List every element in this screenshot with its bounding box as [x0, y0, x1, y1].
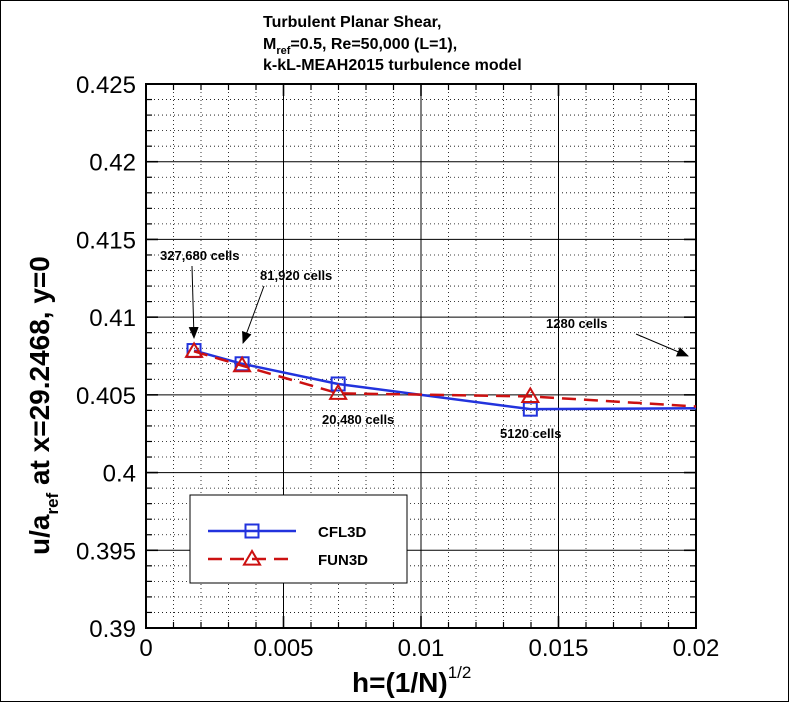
y-tick-label: 0.39 [89, 616, 136, 643]
data-point-cfl3d [330, 376, 346, 392]
annotation-arrow [635, 333, 689, 357]
annotations: 327,680 cells 81,920 cells 20,480 cells 512… [160, 248, 689, 441]
y-tick-label: 0.41 [89, 305, 136, 332]
title-line-1: Turbulent Planar Shear, [263, 14, 441, 31]
legend: CFL3D FUN3D [189, 494, 408, 584]
legend-label-cfl3d: CFL3D [318, 524, 367, 541]
annotation-label: 20,480 cells [322, 412, 394, 427]
annotation-label: 1280 cells [546, 316, 607, 331]
data-point-fun3d [232, 355, 252, 373]
data-point-fun3d [328, 383, 348, 400]
title-mach-symbol: M [263, 36, 276, 53]
chart-title: Turbulent Planar Shear, Mref=0.5, Re=50,… [263, 14, 522, 74]
title-line-3: k-kL-MEAH2015 turbulence model [263, 57, 522, 74]
y-axis-label: u/aref at x=29.2468, y=0 [24, 256, 62, 555]
series-markers [184, 341, 541, 417]
x-axis-label: h=(1/N)1/2 [352, 663, 471, 698]
legend-label-fun3d: FUN3D [318, 552, 368, 569]
y-tick-label: 0.42 [89, 150, 136, 177]
title-mach-subscript: ref [276, 45, 290, 57]
title-line-2: Mref=0.5, Re=50,000 (L=1), [263, 36, 457, 57]
annotation-arrow [188, 265, 199, 339]
x-tick-label: 0.005 [253, 635, 313, 662]
y-tick-label: 0.425 [76, 72, 136, 99]
y-tick-label: 0.415 [76, 227, 136, 254]
legend-marker-cfl3d [244, 523, 260, 539]
series-line-fun3d [193, 350, 696, 408]
annotation-label: 327,680 cells [160, 248, 240, 263]
x-tick-label: 0.015 [528, 635, 588, 662]
y-axis-label-rest: at x=29.2468, y=0 [24, 256, 55, 493]
axis-ticks: 0.39 0.395 0.4 0.405 0.41 0.415 0.42 0.425 0 0.00… [76, 72, 719, 662]
title-mach-rest: =0.5, Re=50,000 (L=1), [290, 36, 457, 53]
y-tick-label: 0.405 [76, 383, 136, 410]
annotation-label: 81,920 cells [260, 268, 332, 283]
x-axis-label-main: h=(1/N) [352, 667, 448, 698]
data-point-fun3d [520, 386, 541, 404]
y-tick-label: 0.395 [76, 538, 136, 565]
annotation-arrow [242, 285, 265, 344]
y-tick-label: 0.4 [103, 461, 136, 488]
y-axis-label-main: u/a [24, 514, 55, 555]
x-tick-label: 0.01 [398, 635, 445, 662]
x-tick-label: 0.02 [673, 635, 720, 662]
x-tick-label: 0 [139, 635, 152, 662]
legend-marker-fun3d [242, 549, 262, 566]
y-axis-label-subscript: ref [43, 492, 62, 514]
annotation-label: 5120 cells [500, 426, 561, 441]
data-point-fun3d [184, 341, 204, 358]
legend-box [189, 494, 408, 584]
x-axis-label-superscript: 1/2 [448, 663, 472, 682]
